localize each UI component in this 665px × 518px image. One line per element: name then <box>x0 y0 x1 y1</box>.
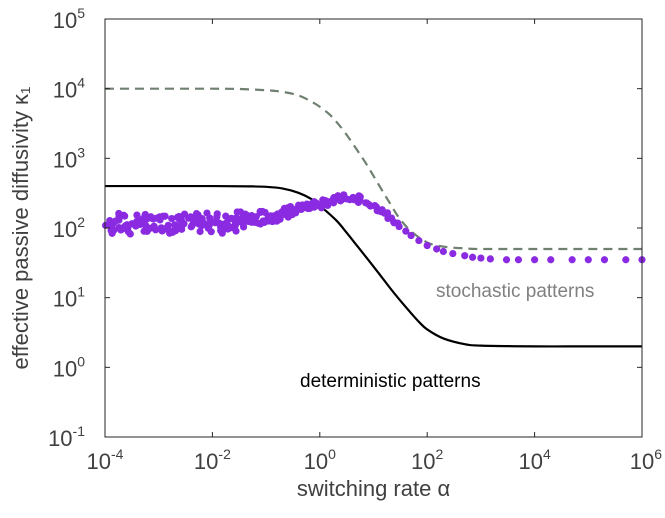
scatter-point <box>152 226 160 234</box>
scatter-point <box>531 256 539 264</box>
x-tick-label: 106 <box>630 446 662 474</box>
scatter-point <box>356 195 364 203</box>
y-tick-label: 104 <box>53 75 85 103</box>
y-tick-label: 100 <box>53 353 85 381</box>
x-tick-label: 10-4 <box>87 446 124 474</box>
scatter-point <box>383 209 392 217</box>
x-tick-label: 100 <box>304 446 336 474</box>
scatter-point <box>584 256 592 264</box>
scatter-point <box>329 196 337 204</box>
scatter-point <box>547 256 555 264</box>
scatter-point <box>276 215 284 223</box>
scatter-layer <box>101 191 646 264</box>
scatter-point <box>101 221 110 229</box>
y-tick-label: 102 <box>53 214 85 242</box>
scatter-point <box>402 227 410 235</box>
x-tick-label: 102 <box>411 446 443 474</box>
scatter-point <box>622 256 630 264</box>
x-axis-label: switching rate α <box>297 476 451 501</box>
y-tick-label: 103 <box>53 144 85 172</box>
scatter-point <box>568 256 576 264</box>
scatter-point <box>486 255 494 263</box>
annotation-deterministic: deterministic patterns <box>300 371 481 392</box>
annotation-stochastic: stochastic patterns <box>436 281 594 302</box>
scatter-point <box>180 220 188 228</box>
y-tick-labels: 10-1 100 101 102 103 104 105 <box>48 5 85 451</box>
y-tick-label: 105 <box>53 5 85 33</box>
tick-layer <box>104 18 643 438</box>
scatter-point <box>514 256 523 264</box>
x-tick-labels: 10-4 10-2 100 102 104 106 <box>87 446 663 474</box>
scatter-point <box>340 192 348 200</box>
scatter-point <box>477 254 485 262</box>
y-tick-label: 10-1 <box>48 423 85 451</box>
scatter-point <box>198 215 206 223</box>
scatter-point <box>395 222 403 231</box>
scatter-point <box>213 210 221 218</box>
scatter-point <box>196 227 204 236</box>
scatter-point <box>115 216 123 224</box>
scatter-point <box>239 223 248 231</box>
x-tick-label: 104 <box>518 446 550 474</box>
scatter-point <box>141 210 149 219</box>
scatter-point <box>187 213 195 221</box>
scatter-point <box>285 209 293 217</box>
scatter-point <box>439 247 447 256</box>
scatter-point <box>206 216 214 224</box>
scatter-point <box>433 245 441 253</box>
scatter-point <box>468 253 477 261</box>
scatter-point <box>233 208 241 216</box>
y-axis-label: effective passive diffusivity κ₁ <box>8 87 33 370</box>
scatter-point <box>126 230 134 238</box>
scatter-point <box>231 221 239 229</box>
scatter-point <box>141 221 149 229</box>
scatter-point <box>133 211 141 219</box>
scatter-point <box>334 192 342 200</box>
scatter-point <box>461 252 469 260</box>
scatter-point <box>207 228 215 236</box>
scatter-point <box>415 236 423 245</box>
series-layer <box>104 87 642 348</box>
scatter-point <box>121 212 129 220</box>
scatter-point <box>502 256 511 264</box>
scatter-point <box>168 215 176 223</box>
scatter-point <box>132 222 140 230</box>
scatter-point <box>600 256 609 264</box>
scatter-point <box>161 212 169 220</box>
x-tick-label: 10-2 <box>194 446 231 474</box>
scatter-point <box>218 229 226 237</box>
scatter-point <box>373 207 381 215</box>
scatter-point <box>449 249 457 258</box>
scatter-point <box>407 231 415 240</box>
scatter-point <box>292 209 300 217</box>
scatter-point <box>423 241 431 250</box>
scatter-point <box>203 209 211 217</box>
series-line-deterministic <box>105 184 642 348</box>
y-tick-label: 101 <box>53 284 85 312</box>
